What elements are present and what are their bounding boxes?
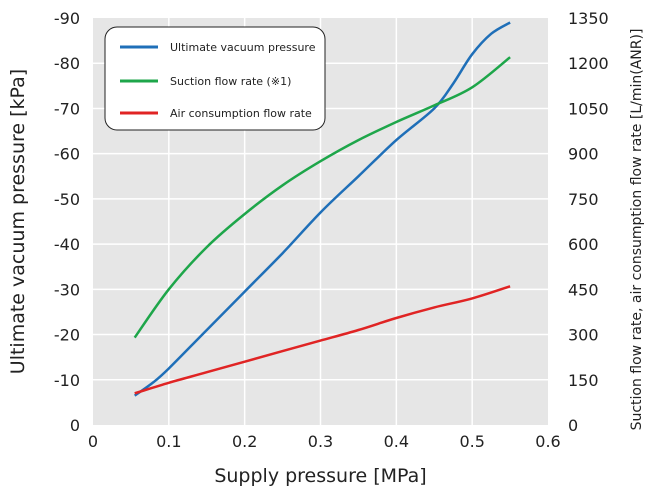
legend: Ultimate vacuum pressure Suction flow ra… xyxy=(104,26,326,131)
y2-tick-label: 750 xyxy=(568,190,599,209)
y2-tick-label: 150 xyxy=(568,371,599,390)
legend-box xyxy=(104,26,326,131)
tick-labels: 0 0.1 0.2 0.3 0.4 0.5 0.60 0-10 150-20 300-30 450-… xyxy=(54,9,609,451)
series-layer xyxy=(133,21,511,397)
legend-label-vacuum: Ultimate vacuum pressure xyxy=(170,41,316,54)
y-tick-label: 0 xyxy=(70,416,80,435)
y2-tick-label: 600 xyxy=(568,235,599,254)
y2-tick-label: 0 xyxy=(568,416,578,435)
y-tick-label: -40 xyxy=(54,235,80,254)
y-tick-label: -30 xyxy=(54,280,80,299)
y2-tick-label: 300 xyxy=(568,326,599,345)
series-line-suction xyxy=(133,56,511,339)
y2-tick-label: 1050 xyxy=(568,99,609,118)
series-line-air xyxy=(134,285,511,395)
y-tick-label: -50 xyxy=(54,190,80,209)
x-axis-title: Supply pressure [MPa] xyxy=(214,465,426,487)
y-tick-label: -20 xyxy=(54,326,80,345)
x-tick-label: 0.4 xyxy=(384,432,409,451)
y-tick-label: -70 xyxy=(54,99,80,118)
y2-tick-label: 1350 xyxy=(568,9,609,28)
x-tick-label: 0.2 xyxy=(232,432,257,451)
legend-label-suction: Suction flow rate (※1) xyxy=(170,75,291,88)
x-tick-label: 0.6 xyxy=(535,432,560,451)
y2-tick-label: 900 xyxy=(568,145,599,164)
x-tick-label: 0.3 xyxy=(308,432,333,451)
y-tick-label: -80 xyxy=(54,54,80,73)
y-axis-title: Ultimate vacuum pressure [kPa] xyxy=(7,69,29,374)
series-line-vacuum xyxy=(133,21,511,397)
x-tick-label: 0 xyxy=(88,432,98,451)
x-tick-label: 0.5 xyxy=(459,432,484,451)
y2-tick-label: 450 xyxy=(568,280,599,299)
y-tick-label: -60 xyxy=(54,145,80,164)
y2-tick-label: 1200 xyxy=(568,54,609,73)
y-tick-label: -10 xyxy=(54,371,80,390)
y-tick-label: -90 xyxy=(54,9,80,28)
legend-label-air: Air consumption flow rate xyxy=(170,107,312,120)
x-tick-label: 0.1 xyxy=(156,432,181,451)
y2-axis-title: Suction flow rate, air consumption flow … xyxy=(629,29,645,431)
